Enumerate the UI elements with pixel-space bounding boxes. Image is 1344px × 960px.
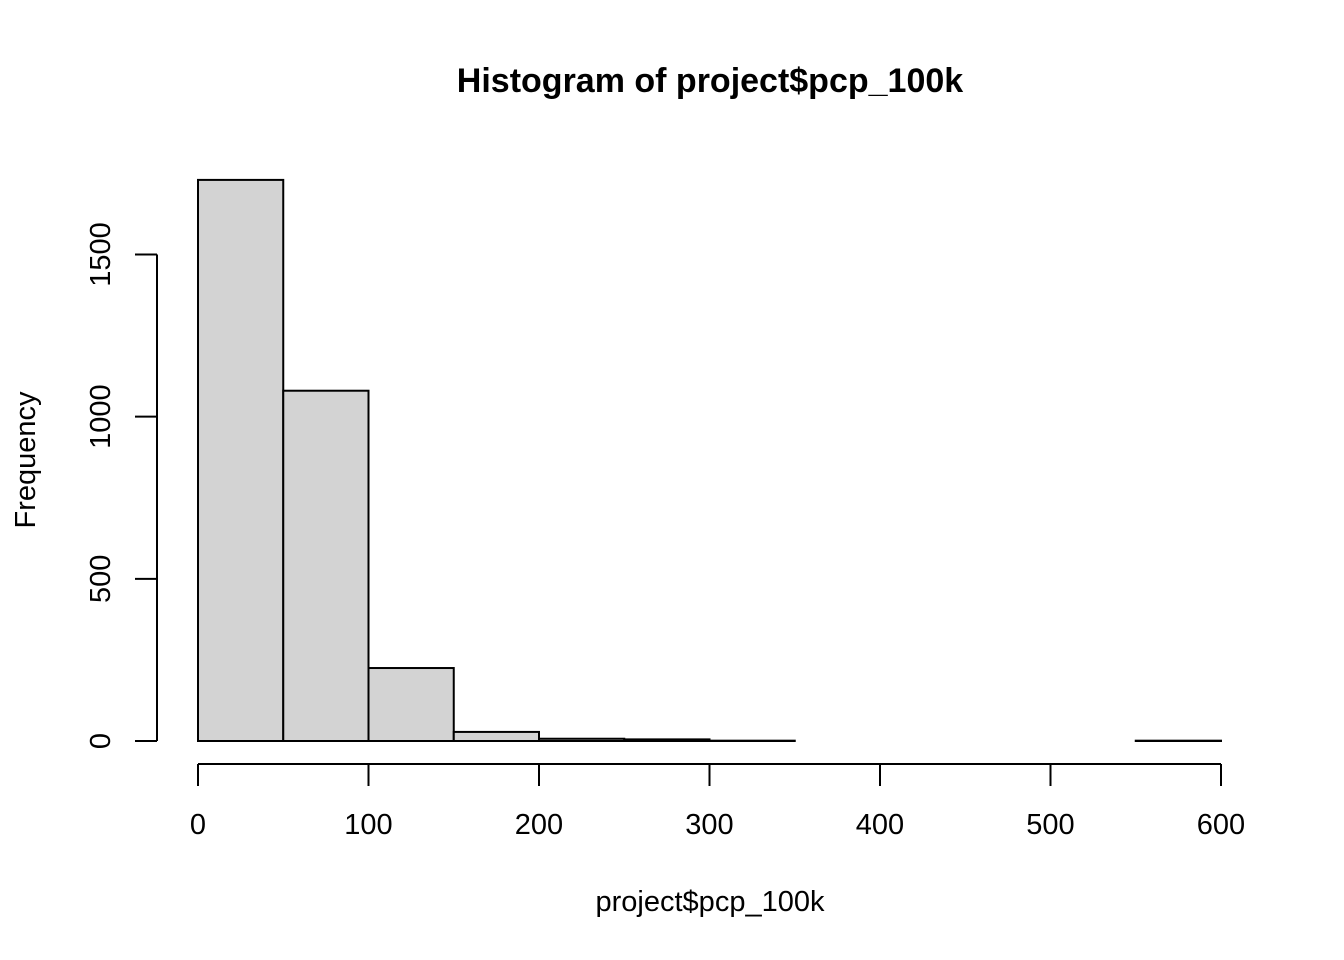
x-tick-label: 400	[856, 809, 904, 841]
y-axis-label: Frequency	[10, 391, 42, 529]
bars-group	[197, 178, 1222, 743]
histogram-bar	[197, 178, 285, 743]
histogram-bar	[452, 730, 540, 742]
x-tick-label: 600	[1197, 809, 1245, 841]
y-axis: 0 500 1000 1500	[85, 222, 158, 749]
x-tick-label: 0	[190, 809, 206, 841]
y-tick-label: 1500	[85, 222, 117, 287]
y-tick-label: 1000	[85, 384, 117, 449]
x-axis: 0 100 200 300 400 500 600	[190, 763, 1245, 841]
y-tick-label: 0	[85, 733, 117, 749]
histogram-bar	[367, 667, 455, 743]
x-tick-label: 100	[344, 809, 392, 841]
histogram-bar	[623, 738, 711, 743]
x-tick-label: 300	[685, 809, 733, 841]
histogram-bar	[282, 389, 370, 742]
x-tick-label: 200	[515, 809, 563, 841]
x-tick-label: 500	[1026, 809, 1074, 841]
x-axis-label: project$pcp_100k	[596, 886, 825, 918]
chart-title: Histogram of project$pcp_100k	[457, 62, 963, 100]
y-tick-label: 500	[85, 555, 117, 603]
histogram-bar	[538, 737, 626, 743]
